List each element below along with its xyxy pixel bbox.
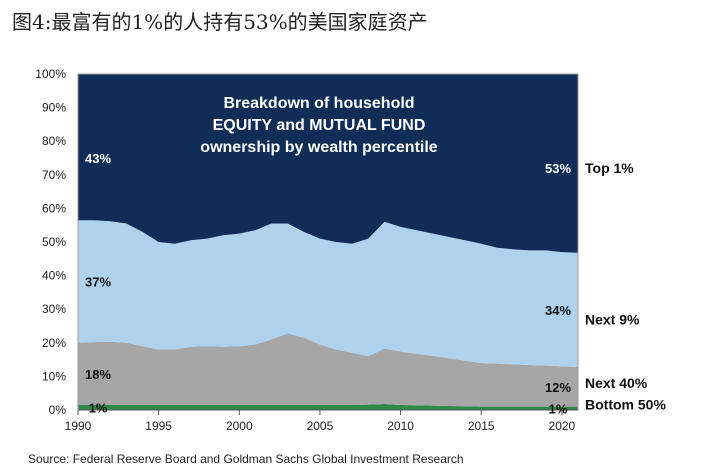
area-layer: [77, 73, 579, 411]
y-tick-label: 20%: [42, 336, 66, 350]
x-tick-label: 2015: [468, 419, 495, 433]
y-tick-label: 0%: [49, 403, 67, 417]
area-top1: [78, 74, 578, 253]
chart-title-line: ownership by wealth percentile: [200, 139, 437, 156]
x-tick-label: 2005: [307, 419, 334, 433]
y-tick-label: 100%: [35, 67, 66, 81]
y-tick-label: 60%: [42, 201, 66, 215]
legend-label-next9: Next 9%: [585, 311, 640, 327]
data-label-end-top1: 53%: [545, 161, 571, 176]
y-tick-label: 70%: [42, 168, 66, 182]
y-tick-label: 50%: [42, 235, 66, 249]
data-label-end-next9: 34%: [545, 303, 571, 318]
chart-title: Breakdown of household EQUITY and MUTUAL …: [200, 95, 437, 156]
x-tick-label: 1995: [145, 419, 172, 433]
area-next40: [78, 333, 578, 407]
chart-title-line: EQUITY and MUTUAL FUND: [213, 117, 426, 134]
y-tick-label: 80%: [42, 134, 66, 148]
y-tick-label: 10%: [42, 369, 66, 383]
figure-title: 图4:最富有的1%的人持有53%的美国家庭资产: [12, 10, 428, 34]
data-label-start-next40: 18%: [85, 367, 111, 382]
legend-label-bottom50: Bottom 50%: [585, 397, 666, 413]
x-tick-label: 2000: [226, 419, 253, 433]
data-label-start-next9: 37%: [85, 274, 111, 289]
data-label-end-next40: 12%: [545, 380, 571, 395]
legend-label-top1: Top 1%: [585, 160, 634, 176]
data-labels: 1% 1% 18% 12% 37% 34% 43% 53%: [85, 151, 571, 416]
area-next9: [78, 220, 578, 367]
x-tick-label: 2020: [549, 419, 576, 433]
y-tick-label: 30%: [42, 302, 66, 316]
legend: Bottom 50% Next 40% Next 9% Top 1%: [585, 160, 666, 413]
area-bottom50: [78, 404, 578, 410]
x-tick-label: 2010: [387, 419, 414, 433]
y-axis: 0% 10% 20% 30% 40% 50% 60% 70% 80% 90% 100%: [35, 67, 66, 417]
source-note: Source: Federal Reserve Board and Goldma…: [28, 452, 464, 466]
x-axis: 1990 1995 2000 2005 2010 2015 2020: [65, 409, 578, 433]
x-tick-label: 1990: [65, 419, 92, 433]
data-label-start-top1: 43%: [85, 151, 111, 166]
y-tick-label: 40%: [42, 269, 66, 283]
y-tick-label: 90%: [42, 101, 66, 115]
data-label-end-bottom50: 1%: [549, 401, 568, 416]
chart-title-line: Breakdown of household: [223, 95, 414, 112]
legend-label-next40: Next 40%: [585, 375, 648, 391]
data-label-start-bottom50: 1%: [89, 400, 108, 415]
